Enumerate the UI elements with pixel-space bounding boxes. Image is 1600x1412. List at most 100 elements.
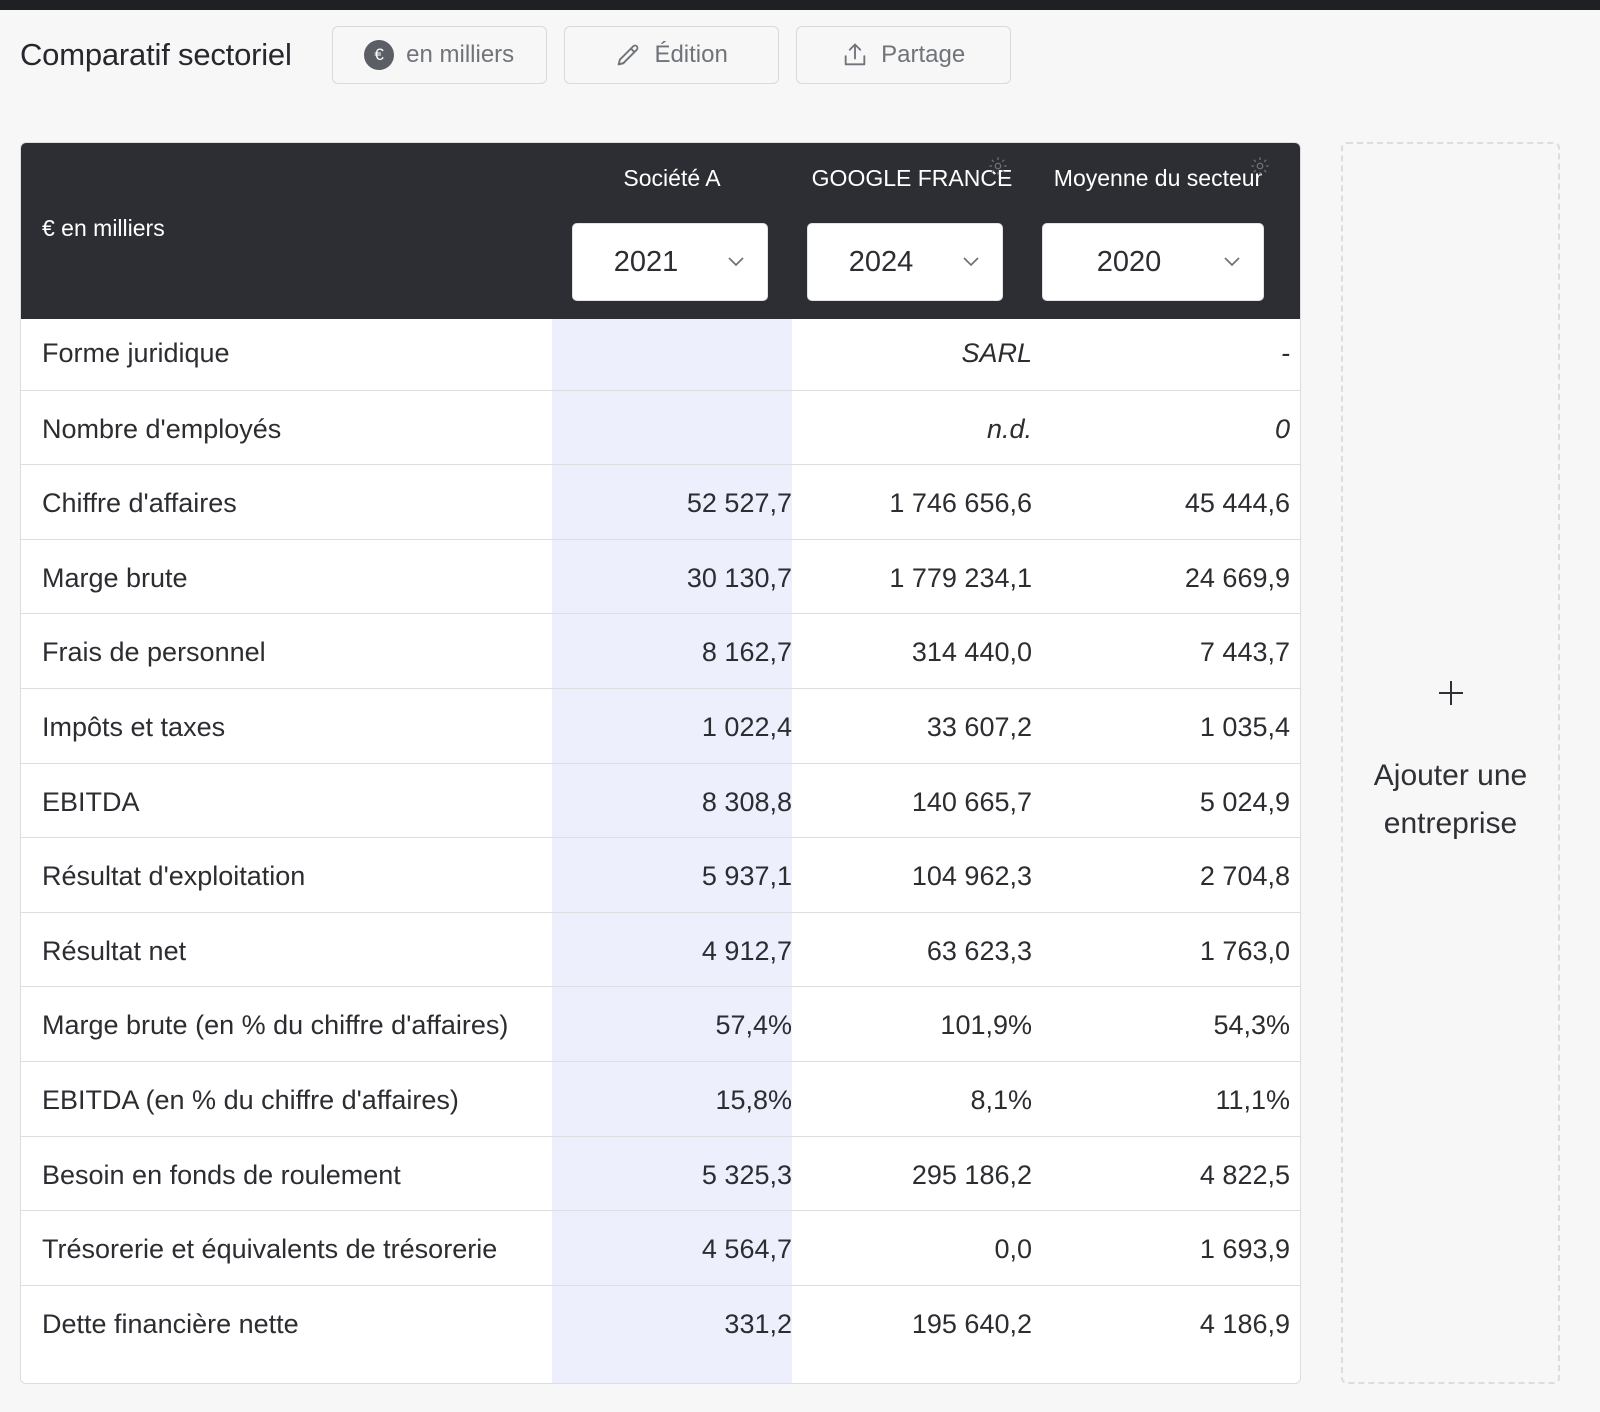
cell-company-a: 8 162,7 — [701, 637, 792, 668]
pencil-icon — [614, 41, 642, 69]
row-label: Marge brute (en % du chiffre d'affaires) — [42, 1010, 509, 1041]
year-select-company-a[interactable]: 2021 — [572, 223, 768, 301]
cell-google-france: 1 779 234,1 — [889, 562, 1032, 593]
chevron-down-icon — [1223, 254, 1241, 272]
cell-sector-average: 7 443,7 — [1199, 637, 1290, 668]
gear-icon[interactable] — [987, 155, 1009, 177]
table-row: Trésorerie et équivalents de trésorerie 4… — [21, 1210, 1300, 1286]
cell-sector-average: 1 693,9 — [1199, 1234, 1290, 1265]
edit-button-label: Édition — [654, 41, 728, 68]
top-bar — [0, 0, 1600, 10]
cell-company-a: 8 308,8 — [701, 786, 792, 817]
table-row: Résultat net 4 912,7 63 623,3 1 763,0 — [21, 911, 1300, 988]
cell-google-france: SARL — [961, 338, 1032, 368]
cell-sector-average: 4 186,9 — [1199, 1308, 1290, 1339]
cell-company-a: 4 564,7 — [701, 1234, 792, 1265]
share-button[interactable]: Partage — [795, 26, 1011, 84]
cell-sector-average: 45 444,6 — [1184, 488, 1290, 519]
cell-sector-average: 54,3% — [1213, 1010, 1290, 1041]
cell-sector-average: - — [1281, 338, 1290, 368]
add-company-button[interactable]: Ajouter une entreprise — [1341, 142, 1560, 1384]
table-row: Forme juridique SARL - — [21, 315, 1300, 391]
row-label: Frais de personnel — [42, 637, 266, 668]
cell-google-france: 8,1% — [970, 1085, 1032, 1115]
row-label: Dette financière nette — [42, 1308, 299, 1339]
year-value: 2021 — [613, 245, 679, 278]
currency-unit-label: en milliers — [406, 41, 515, 68]
cell-google-france: 104 962,3 — [911, 861, 1032, 892]
cell-google-france: 0,0 — [994, 1234, 1032, 1265]
cell-google-france: 101,9% — [940, 1010, 1032, 1041]
page-title: Comparatif sectoriel — [20, 37, 292, 72]
chevron-down-icon — [727, 254, 745, 272]
cell-google-france: 33 607,2 — [926, 712, 1032, 742]
column-header-sector-average: Moyenne du secteur — [1053, 165, 1263, 191]
year-value: 2020 — [1096, 245, 1162, 278]
cell-sector-average: 0 — [1274, 413, 1290, 444]
cell-company-a: 15,8% — [715, 1085, 792, 1115]
share-upload-icon — [841, 41, 869, 69]
table-row: Impôts et taxes 1 022,4 33 607,2 1 035,4 — [21, 688, 1300, 764]
cell-company-a: 5 937,1 — [701, 861, 792, 892]
euro-icon: € — [364, 40, 395, 70]
edit-button[interactable]: Édition — [563, 26, 779, 84]
table-row: Marge brute (en % du chiffre d'affaires)… — [21, 986, 1300, 1062]
row-label: Besoin en fonds de roulement — [42, 1159, 401, 1190]
cell-sector-average: 5 024,9 — [1199, 786, 1290, 817]
year-select-sector-average[interactable]: 2020 — [1042, 223, 1264, 301]
cell-company-a: 1 022,4 — [701, 712, 792, 742]
cell-google-france: 295 186,2 — [911, 1159, 1032, 1190]
cell-sector-average: 1 763,0 — [1199, 935, 1290, 966]
cell-company-a: 331,2 — [724, 1308, 792, 1339]
row-label: Nombre d'employés — [42, 413, 282, 444]
cell-google-france: 1 746 656,6 — [889, 488, 1032, 519]
share-button-label: Partage — [881, 41, 966, 68]
table-row: Marge brute 30 130,7 1 779 234,1 24 669,9 — [21, 538, 1300, 615]
cell-sector-average: 1 035,4 — [1199, 712, 1290, 742]
cell-google-france: 63 623,3 — [926, 935, 1032, 966]
cell-google-france: 140 665,7 — [911, 786, 1032, 817]
cell-company-a: 4 912,7 — [701, 935, 792, 966]
currency-unit-button[interactable]: € en milliers — [331, 26, 547, 84]
cell-company-a — [552, 391, 792, 467]
cell-company-a: 57,4% — [715, 1010, 792, 1041]
column-header-google-france: GOOGLE FRANCE — [811, 165, 1013, 191]
year-select-google-france[interactable]: 2024 — [807, 223, 1003, 301]
table-row: EBITDA 8 308,8 140 665,7 5 024,9 — [21, 762, 1300, 839]
cell-sector-average: 11,1% — [1215, 1085, 1290, 1115]
chevron-down-icon — [962, 254, 980, 272]
row-label: Résultat net — [42, 935, 187, 966]
cell-google-france: n.d. — [986, 413, 1032, 444]
table-row: Dette financière nette 331,2 195 640,2 4 18… — [21, 1284, 1300, 1361]
column-header-company-a: Société A — [623, 165, 721, 191]
row-label: Résultat d'exploitation — [42, 861, 306, 892]
comparison-table: € en milliers Société A GOOGLE FRANCE Mo… — [20, 142, 1301, 1384]
cell-google-france: 314 440,0 — [911, 637, 1032, 668]
row-label: Forme juridique — [42, 338, 230, 368]
gear-icon[interactable] — [1249, 155, 1271, 177]
row-label: Marge brute — [42, 562, 188, 593]
cell-sector-average: 4 822,5 — [1199, 1159, 1290, 1190]
cell-company-a: 5 325,3 — [701, 1159, 792, 1190]
plus-icon — [1343, 678, 1558, 713]
cell-google-france: 195 640,2 — [911, 1308, 1032, 1339]
year-value: 2024 — [848, 245, 914, 278]
add-company-label: Ajouter une entreprise — [1373, 759, 1528, 840]
row-label: EBITDA — [42, 786, 140, 817]
cell-company-a: 30 130,7 — [686, 562, 792, 593]
unit-label: € en milliers — [42, 215, 165, 241]
row-label: Trésorerie et équivalents de trésorerie — [42, 1234, 498, 1265]
cell-sector-average: 2 704,8 — [1199, 861, 1290, 892]
table-row: Chiffre d'affaires 52 527,7 1 746 656,6 45 … — [21, 464, 1300, 540]
table-header: € en milliers Société A GOOGLE FRANCE Mo… — [21, 143, 1300, 319]
toolbar: Comparatif sectoriel € en milliers Éditi… — [20, 26, 1028, 84]
highlighted-column — [552, 319, 792, 1383]
cell-company-a — [552, 315, 792, 391]
table-row: Frais de personnel 8 162,7 314 440,0 7 443,… — [21, 613, 1300, 689]
cell-company-a: 52 527,7 — [686, 488, 792, 519]
table-row: Besoin en fonds de roulement 5 325,3 295 1… — [21, 1135, 1300, 1212]
cell-sector-average: 24 669,9 — [1184, 562, 1290, 593]
table-row: EBITDA (en % du chiffre d'affaires) 15,8%… — [21, 1061, 1300, 1137]
table-row: Nombre d'employés n.d. 0 — [21, 389, 1300, 467]
row-label: Chiffre d'affaires — [42, 488, 237, 519]
